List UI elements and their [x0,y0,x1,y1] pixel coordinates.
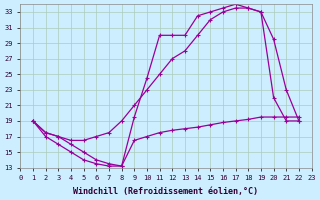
X-axis label: Windchill (Refroidissement éolien,°C): Windchill (Refroidissement éolien,°C) [74,187,259,196]
